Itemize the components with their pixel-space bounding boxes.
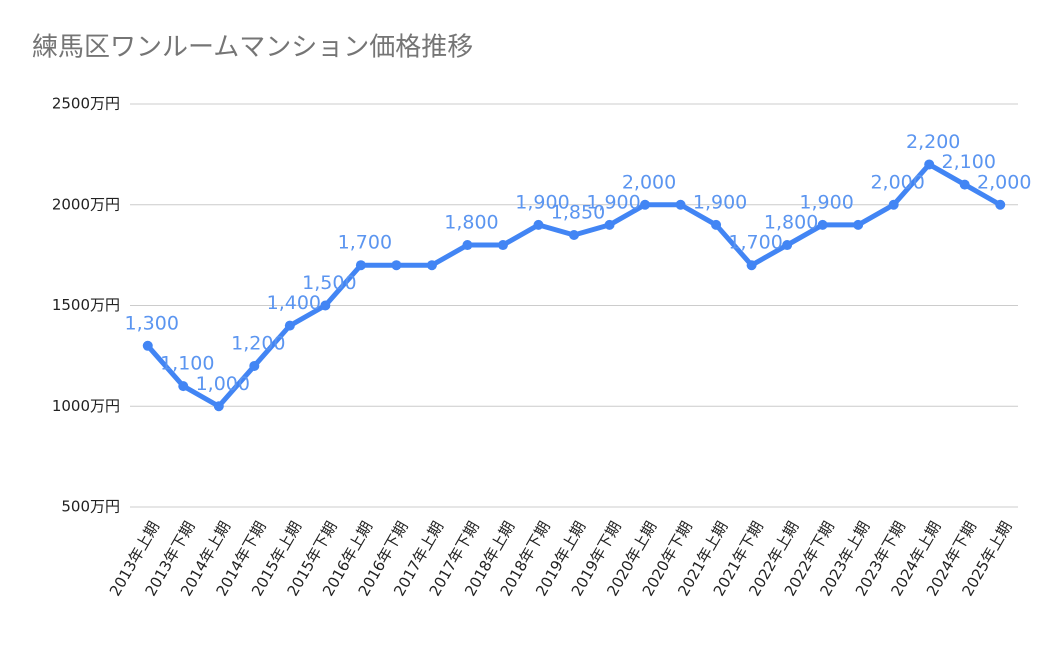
data-point <box>249 360 260 371</box>
data-point <box>817 219 828 230</box>
y-tick-label: 1500万円 <box>52 296 120 314</box>
data-label: 1,900 <box>693 191 747 213</box>
data-point <box>604 219 615 230</box>
y-tick-label: 2500万円 <box>52 95 120 113</box>
data-point <box>640 199 651 210</box>
data-point <box>746 260 757 271</box>
y-tick-label: 2000万円 <box>52 195 120 213</box>
data-label: 2,000 <box>977 171 1031 193</box>
data-point <box>888 199 899 210</box>
data-label: 1,200 <box>231 332 285 354</box>
data-point <box>853 219 864 230</box>
data-label: 1,800 <box>764 212 818 234</box>
data-point <box>711 219 722 230</box>
data-label: 1,700 <box>728 232 782 254</box>
data-label: 1,500 <box>302 272 356 294</box>
y-tick-label: 500万円 <box>61 498 120 516</box>
data-label: 1,400 <box>267 292 321 314</box>
data-point <box>995 199 1006 210</box>
data-label: 1,900 <box>515 191 569 213</box>
data-label: 2,000 <box>622 171 676 193</box>
data-point <box>426 260 437 271</box>
y-tick-label: 1000万円 <box>52 397 120 415</box>
data-point <box>497 240 508 251</box>
data-point <box>178 381 189 392</box>
data-label: 1,700 <box>338 232 392 254</box>
data-point <box>569 229 579 240</box>
data-point <box>320 300 331 311</box>
data-point <box>391 260 402 271</box>
data-label: 1,300 <box>125 312 179 334</box>
data-label: 1,800 <box>444 212 498 234</box>
data-label: 1,100 <box>160 353 214 375</box>
chart-title: 練馬区ワンルームマンション価格推移 <box>32 33 473 63</box>
data-point <box>142 340 153 351</box>
data-point <box>213 401 224 412</box>
data-label: 1,000 <box>196 373 250 395</box>
data-label: 1,850 <box>551 201 605 223</box>
data-point <box>284 320 295 331</box>
data-label: 1,900 <box>799 191 853 213</box>
data-point <box>675 199 686 210</box>
data-point <box>924 159 935 170</box>
data-label: 2,000 <box>870 171 924 193</box>
data-point <box>959 179 970 190</box>
data-label: 2,100 <box>942 151 996 173</box>
data-point <box>462 240 473 251</box>
data-label: 2,200 <box>906 131 960 153</box>
data-point <box>533 219 544 230</box>
data-point <box>355 260 366 271</box>
data-point <box>782 240 793 251</box>
data-label: 1,900 <box>586 191 640 213</box>
